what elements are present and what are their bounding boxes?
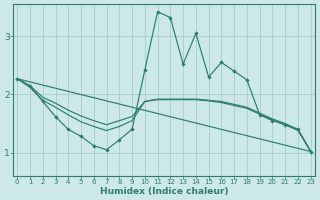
X-axis label: Humidex (Indice chaleur): Humidex (Indice chaleur) [100, 187, 228, 196]
